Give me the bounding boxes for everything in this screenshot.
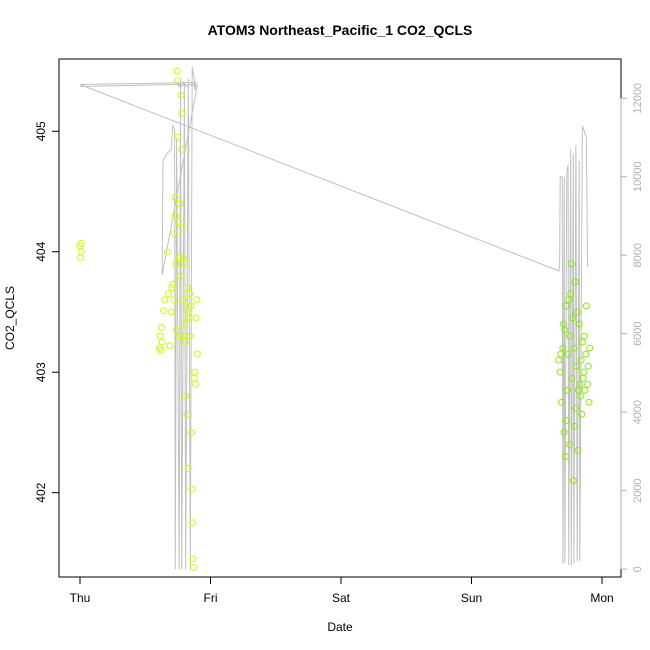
- co2-point: [193, 315, 199, 321]
- y2-tick-label: 10000: [632, 161, 644, 192]
- y2-tick-label: 4000: [632, 400, 644, 424]
- plot-frame: [59, 59, 621, 577]
- co2-point: [161, 308, 167, 314]
- co2-point: [581, 333, 587, 339]
- y2-tick-label: 2000: [632, 478, 644, 502]
- x-tick-label: Mon: [590, 591, 613, 605]
- co2-point: [582, 387, 588, 393]
- y2-tick-label: 8000: [632, 243, 644, 267]
- x-tick-label: Fri: [204, 591, 218, 605]
- co2-point: [187, 333, 193, 339]
- y2-axis: 0 2000 4000 6000 8000 10000 12000: [621, 83, 644, 572]
- y2-tick-label: 12000: [632, 83, 644, 114]
- co2-point: [586, 399, 592, 405]
- co2-point: [556, 357, 562, 363]
- co2-point: [192, 369, 198, 375]
- altitude-line-layer: [80, 67, 588, 569]
- co2-point: [194, 297, 200, 303]
- co2-point: [164, 249, 170, 255]
- co2-point: [178, 92, 184, 98]
- x-tick-label: Thu: [70, 591, 91, 605]
- co2-point: [194, 351, 200, 357]
- co2-point: [159, 339, 165, 345]
- co2-point: [587, 345, 593, 351]
- co2-point: [168, 309, 174, 315]
- co2-point: [157, 333, 163, 339]
- y-tick-label: 403: [34, 362, 48, 382]
- y2-tick-label: 0: [632, 566, 644, 572]
- y-tick-label: 405: [34, 121, 48, 141]
- co2-point: [178, 273, 184, 279]
- y-tick-label: 402: [34, 482, 48, 502]
- co2-point: [583, 351, 589, 357]
- co2-point: [185, 315, 191, 321]
- co2-point: [191, 375, 197, 381]
- y-tick-label: 404: [34, 241, 48, 261]
- co2-point: [583, 303, 589, 309]
- x-axis-label: Date: [327, 620, 353, 634]
- co2-point: [78, 255, 84, 261]
- altitude-series-line: [80, 67, 588, 569]
- co2-point: [167, 343, 173, 349]
- co2-point: [191, 564, 197, 570]
- y-axis: 402 403 404 405: [34, 121, 59, 503]
- co2-point: [585, 363, 591, 369]
- y-axis-label: CO2_QCLS: [3, 286, 17, 350]
- chart-title: ATOM3 Northeast_Pacific_1 CO2_QCLS: [208, 22, 473, 38]
- x-tick-label: Sat: [332, 591, 351, 605]
- co2-point: [166, 291, 172, 297]
- co2-point: [78, 249, 84, 255]
- co2-point: [162, 297, 168, 303]
- co2-point: [579, 339, 585, 345]
- co2-point: [193, 381, 199, 387]
- y2-tick-label: 6000: [632, 321, 644, 345]
- co2-point: [159, 325, 165, 331]
- co2-point: [585, 381, 591, 387]
- co2-points-layer: [77, 68, 593, 570]
- co2-point: [174, 68, 180, 74]
- co2-point: [581, 369, 587, 375]
- x-tick-label: Sun: [461, 591, 482, 605]
- x-axis: Thu Fri Sat Sun Mon: [70, 577, 614, 605]
